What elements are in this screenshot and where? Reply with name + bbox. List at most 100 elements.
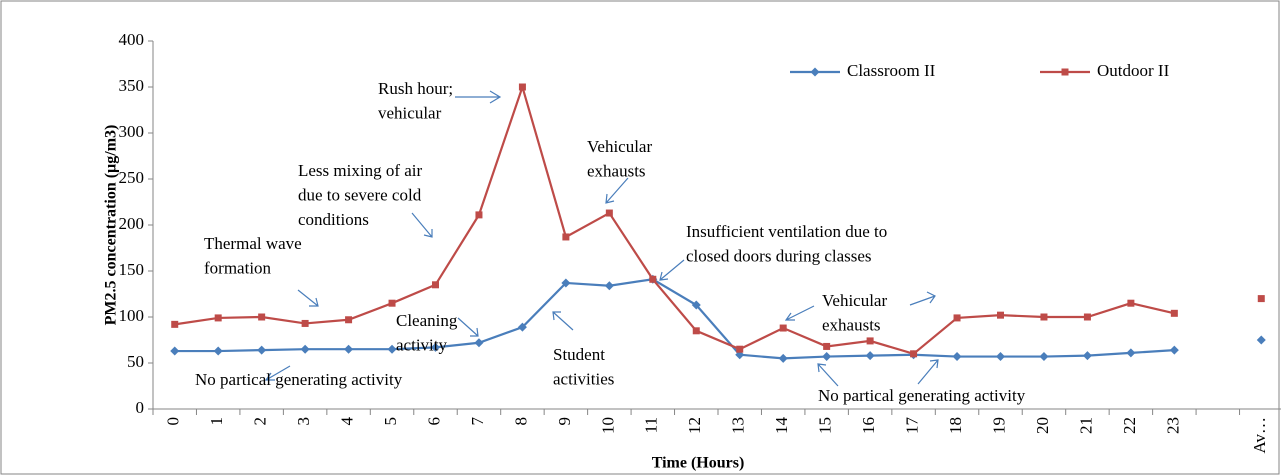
arrow [552, 311, 574, 331]
x-tick-label: 2 [251, 417, 270, 426]
arrow [411, 212, 433, 238]
x-tick-label: 16 [859, 417, 878, 434]
marker [170, 346, 180, 356]
annotation: Cleaning [396, 311, 458, 330]
arrow [605, 177, 629, 204]
x-tick-label: 0 [164, 417, 183, 426]
marker [810, 67, 820, 77]
x-tick-label: 13 [729, 417, 748, 434]
marker [953, 314, 961, 322]
x-tick-label: Av… [1250, 417, 1269, 454]
series-line [175, 279, 1262, 358]
marker [692, 327, 700, 335]
marker [822, 352, 832, 362]
marker [604, 281, 614, 291]
x-tick-label: 12 [685, 417, 704, 434]
annotation: vehicular [378, 103, 442, 122]
marker [778, 353, 788, 363]
marker [1127, 299, 1135, 307]
marker [214, 314, 222, 322]
y-axis-title: PM2.5 concentration (µg/m3) [103, 125, 120, 326]
arrow [455, 90, 502, 104]
x-axis-title: Time (Hours) [652, 455, 745, 472]
marker [517, 322, 527, 332]
marker [952, 352, 962, 362]
marker [1082, 351, 1092, 361]
marker [561, 278, 571, 288]
marker [779, 324, 787, 332]
marker [997, 311, 1004, 319]
y-tick-label: 150 [119, 260, 145, 279]
arrow [784, 305, 815, 321]
marker [649, 275, 657, 283]
marker [345, 316, 353, 324]
marker [474, 338, 484, 348]
annotation: exhausts [822, 315, 881, 334]
y-tick-label: 200 [119, 214, 145, 233]
marker [823, 342, 831, 350]
marker [258, 313, 266, 321]
legend-label: Outdoor II [1097, 61, 1170, 80]
marker [518, 83, 526, 91]
marker [866, 337, 874, 345]
marker [300, 344, 310, 354]
arrow [297, 289, 319, 307]
marker [301, 319, 309, 327]
y-tick-label: 400 [119, 30, 145, 49]
annotation: activity [396, 335, 447, 354]
x-tick-label: 1 [207, 417, 226, 426]
annotation: closed doors during classes [686, 246, 872, 265]
annotation: Less mixing of air [298, 161, 423, 180]
marker [171, 320, 179, 328]
marker [1256, 335, 1266, 345]
marker [562, 233, 570, 241]
x-tick-label: 18 [946, 417, 965, 434]
arrow [817, 363, 839, 387]
x-tick-label: 3 [294, 417, 313, 426]
x-tick-label: 19 [989, 417, 1008, 434]
y-tick-label: 300 [119, 122, 145, 141]
annotation: Vehicular [822, 291, 887, 310]
marker [387, 344, 397, 354]
annotation: activities [553, 369, 614, 388]
marker [431, 342, 440, 352]
annotation: due to severe cold [298, 185, 422, 204]
x-tick-label: 20 [1033, 417, 1052, 434]
marker [1169, 345, 1179, 355]
annotation: formation [204, 258, 272, 277]
y-tick-label: 100 [119, 306, 145, 325]
marker [736, 345, 744, 353]
annotation: conditions [298, 210, 369, 229]
annotation: exhausts [587, 161, 646, 180]
marker [1039, 352, 1049, 362]
marker [388, 299, 396, 307]
marker [865, 351, 875, 361]
marker [1170, 309, 1178, 317]
x-tick-label: 11 [642, 417, 661, 433]
x-tick-label: 17 [902, 417, 921, 435]
annotation: Rush hour; [378, 79, 453, 98]
x-tick-label: 7 [468, 417, 487, 426]
annotation: Student [553, 345, 605, 364]
marker [910, 350, 918, 358]
marker [257, 345, 267, 355]
y-tick-label: 50 [127, 352, 144, 371]
x-tick-label: 6 [424, 417, 443, 426]
x-tick-label: 9 [555, 417, 574, 426]
marker [213, 346, 223, 356]
marker [475, 211, 483, 219]
x-tick-label: 22 [1120, 417, 1139, 434]
marker [344, 344, 354, 354]
x-tick-label: 21 [1076, 417, 1095, 434]
legend-label: Classroom II [847, 61, 936, 80]
marker [1061, 68, 1069, 76]
arrow [909, 291, 936, 306]
x-tick-label: 8 [511, 417, 530, 426]
x-tick-label: 14 [772, 417, 791, 435]
annotation: No partical generating activity [818, 386, 1026, 405]
marker [432, 281, 439, 289]
marker [1040, 313, 1048, 321]
